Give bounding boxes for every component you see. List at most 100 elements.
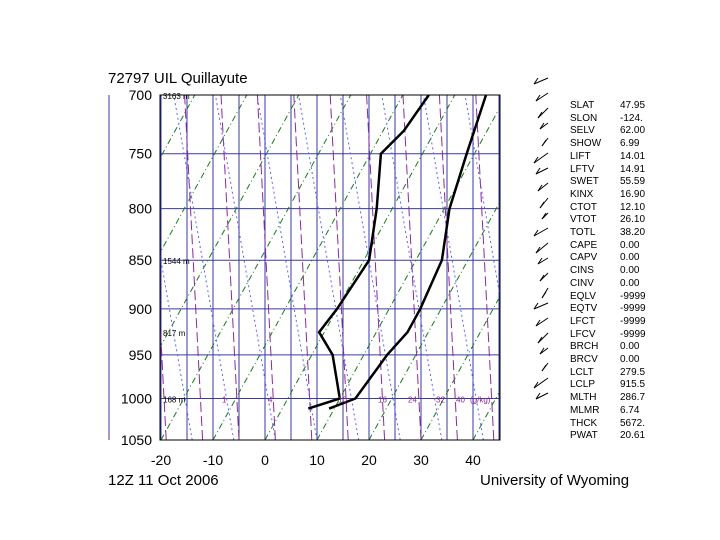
height-label: 817 m bbox=[163, 329, 186, 338]
wind-barb bbox=[533, 377, 549, 389]
index-name: CTOT bbox=[570, 201, 598, 213]
index-value: 6.74 bbox=[620, 404, 640, 416]
index-name: CINV bbox=[570, 277, 594, 289]
mixing-ratio-label: (g/kg) bbox=[470, 395, 491, 404]
wind-barb-flag bbox=[541, 139, 547, 147]
moist-adiabat-line bbox=[381, 95, 443, 440]
x-tick-label: -20 bbox=[151, 452, 171, 468]
wind-barb-flag bbox=[541, 291, 547, 299]
x-tick-label: 30 bbox=[413, 452, 429, 468]
index-value: 6.99 bbox=[620, 138, 640, 150]
index-value: -9999 bbox=[620, 290, 646, 302]
wind-barb bbox=[535, 92, 549, 102]
chart-title: 72797 UIL Quillayute bbox=[108, 70, 248, 87]
mixing-ratio-line bbox=[75, 95, 93, 440]
plot-frame bbox=[159, 94, 501, 441]
y-tick-label: 1050 bbox=[121, 432, 152, 448]
dry-adiabat-line bbox=[0, 95, 143, 440]
index-value: 0.00 bbox=[620, 341, 640, 353]
index-value: 0.00 bbox=[620, 252, 640, 264]
index-value: 0.00 bbox=[620, 354, 640, 365]
index-value: 14.91 bbox=[620, 163, 646, 175]
y-tick-label: 900 bbox=[129, 301, 153, 317]
footer-org: University of Wyoming bbox=[480, 472, 630, 489]
wind-barb bbox=[535, 242, 549, 254]
wind-barb-flag bbox=[539, 347, 545, 355]
index-name: SHOW bbox=[570, 138, 602, 150]
index-value: 62.00 bbox=[620, 125, 646, 137]
x-tick-label: 40 bbox=[465, 452, 481, 468]
wind-barb-flag bbox=[541, 212, 547, 220]
mixing-ratio-line bbox=[39, 95, 57, 440]
index-name: CAPV bbox=[570, 252, 598, 264]
dry-adiabat-line bbox=[160, 95, 248, 254]
dry-adiabat-line bbox=[368, 200, 500, 440]
wind-barb-flag bbox=[533, 381, 539, 389]
index-name: CINS bbox=[570, 265, 594, 277]
x-tick-label: 10 bbox=[309, 452, 325, 468]
index-value: 915.5 bbox=[620, 379, 646, 391]
wind-barb-flag bbox=[535, 392, 541, 400]
mixing-ratio-line bbox=[438, 95, 458, 440]
wind-barb bbox=[539, 347, 549, 355]
mixing-ratio-label: 16 bbox=[378, 395, 387, 404]
index-value: 0.00 bbox=[620, 239, 640, 251]
moist-adiabat-line bbox=[339, 95, 401, 440]
index-name: BRCH bbox=[570, 341, 599, 353]
index-value: 38.20 bbox=[620, 227, 646, 238]
dry-adiabat-line bbox=[160, 95, 196, 160]
y-tick-label: 800 bbox=[129, 201, 153, 217]
mixing-ratio-line bbox=[256, 95, 276, 440]
wind-barb-flag bbox=[533, 229, 539, 237]
mixing-ratio-line bbox=[366, 95, 386, 440]
profiles bbox=[307, 95, 488, 410]
moist-adiabat-line bbox=[214, 95, 276, 440]
x-tick-label: -10 bbox=[203, 452, 223, 468]
moist-adiabat-line bbox=[422, 95, 484, 440]
y-tick-label: 750 bbox=[129, 146, 153, 162]
index-name: PWAT bbox=[570, 430, 598, 442]
dry-adiabat-line bbox=[264, 95, 456, 440]
temperature-profile bbox=[328, 95, 488, 410]
height-label: 3163 m bbox=[163, 92, 190, 101]
wind-barb-flag bbox=[533, 77, 539, 85]
wind-barb bbox=[535, 317, 549, 327]
mixing-ratio-line bbox=[475, 95, 495, 440]
index-value: 26.10 bbox=[620, 214, 646, 226]
index-name: LIFT bbox=[570, 150, 591, 162]
wind-barb bbox=[535, 392, 549, 400]
mixing-ratio-line bbox=[220, 95, 240, 440]
index-name: KINX bbox=[570, 188, 594, 200]
wind-barb bbox=[535, 167, 549, 175]
index-value: 20.61 bbox=[620, 430, 646, 442]
dry-adiabat-line bbox=[212, 95, 404, 440]
index-name: BRCV bbox=[570, 354, 598, 365]
index-name: TOTL bbox=[570, 227, 596, 238]
mixing-ratio-line bbox=[329, 95, 349, 440]
mixing-ratio-line bbox=[184, 95, 204, 440]
dewpoint-profile bbox=[307, 95, 430, 410]
index-value: 286.7 bbox=[620, 392, 646, 404]
index-name: VTOT bbox=[570, 214, 597, 226]
y-tick-label: 1000 bbox=[121, 390, 152, 406]
dry-adiabat-line bbox=[420, 295, 500, 440]
wind-barb bbox=[537, 257, 549, 265]
wind-barb-flag bbox=[537, 111, 543, 119]
wind-barb-flag bbox=[537, 257, 543, 265]
index-value: 16.90 bbox=[620, 188, 646, 200]
index-value: 47.95 bbox=[620, 100, 646, 111]
wind-barb bbox=[539, 122, 549, 130]
grid-lines bbox=[108, 94, 500, 441]
wind-barb-flag bbox=[535, 319, 541, 327]
mixing-ratio-line bbox=[112, 95, 130, 440]
wind-barb-flag bbox=[533, 156, 539, 164]
index-value: -9999 bbox=[620, 303, 646, 315]
wind-barb bbox=[537, 182, 549, 192]
x-tick-label: 20 bbox=[361, 452, 377, 468]
wind-barb bbox=[533, 227, 549, 237]
wind-barb-flag bbox=[537, 184, 543, 192]
index-name: LFCV bbox=[570, 328, 596, 340]
index-name: LFCT bbox=[570, 315, 595, 327]
moist-adiabat-line bbox=[256, 95, 318, 440]
moist-adiabat-line bbox=[298, 95, 360, 440]
